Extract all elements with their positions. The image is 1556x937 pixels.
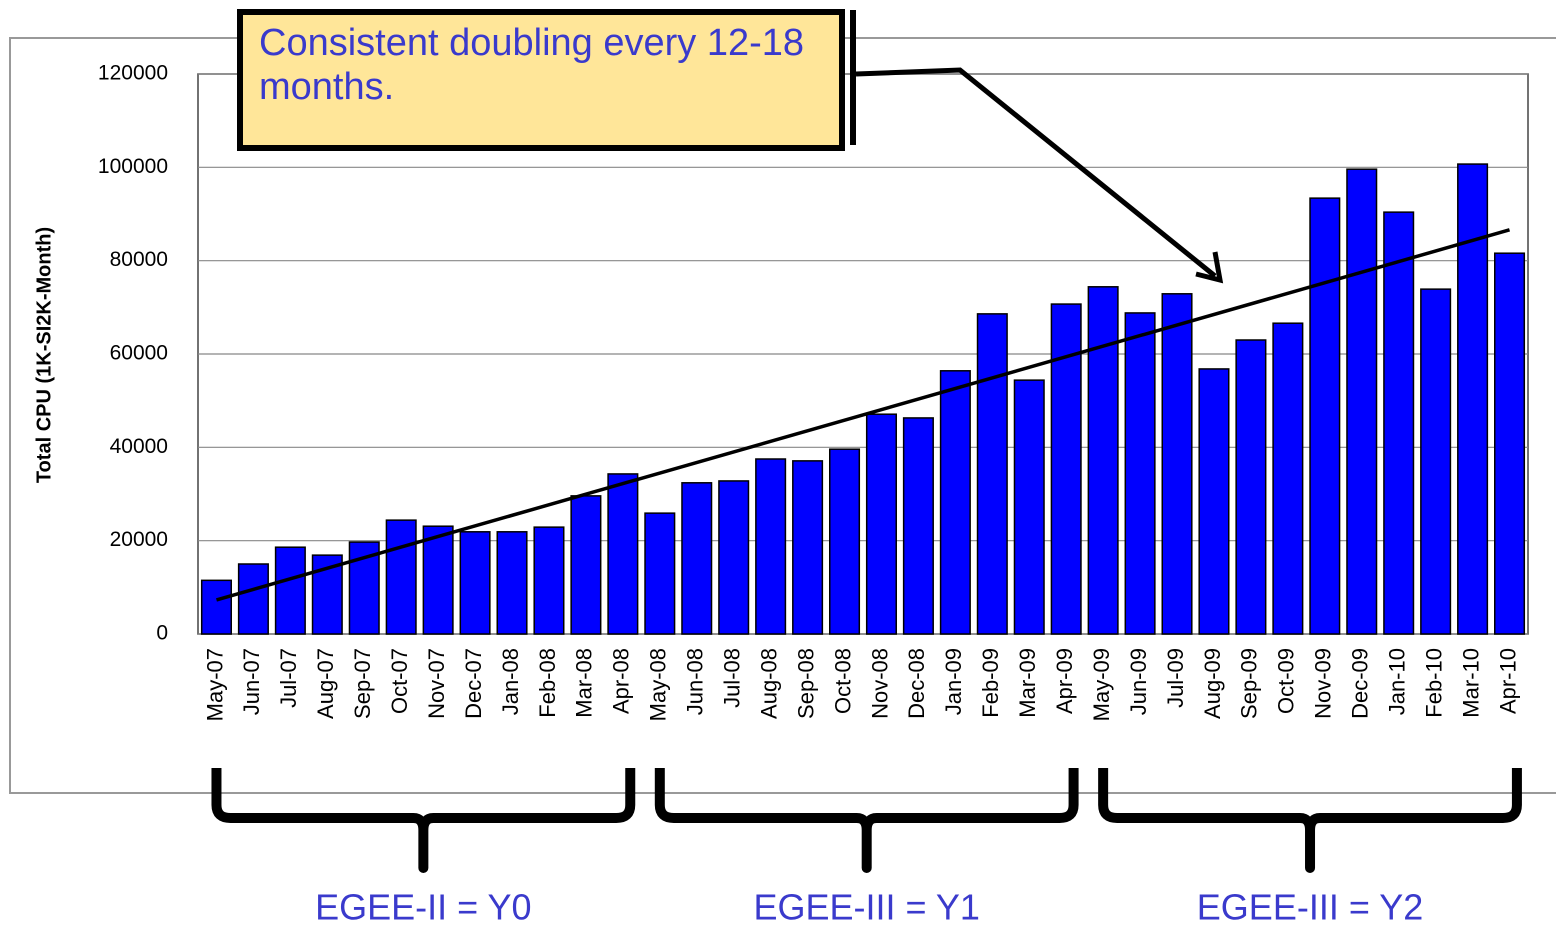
callout: Consistent doubling every 12-18 months. [259,22,805,108]
bar [939,370,971,635]
x-tick-label: May-08 [646,648,671,721]
bar [718,480,750,635]
period-label: EGEE-II = Y0 [315,887,531,928]
x-tick-label: Nov-07 [424,648,449,719]
x-tick-label: May-09 [1089,648,1114,721]
bar [422,525,454,635]
x-tick-label: Sep-09 [1237,648,1262,719]
bar [385,519,417,635]
x-tick-label: May-07 [202,648,227,721]
bracket [211,768,636,873]
bar [1420,288,1452,635]
bar [496,531,528,635]
bar [865,413,898,635]
x-tick-label: Jun-08 [683,648,708,715]
x-tick-label: Mar-09 [1015,648,1040,718]
x-tick-label: Dec-09 [1348,648,1373,719]
period-label: EGEE-III = Y1 [753,887,979,928]
x-tick-label: Sep-08 [793,648,818,719]
x-tick-label: Aug-09 [1200,648,1225,719]
bar [1235,339,1267,635]
bar [1494,252,1526,635]
bar [1457,163,1489,635]
x-tick-label: Apr-10 [1495,648,1520,714]
y-tick-label: 80000 [110,248,168,271]
bracket [654,768,1079,873]
y-tick-label: 40000 [110,435,168,458]
bar [200,579,232,635]
x-tick-label: Aug-08 [756,648,781,719]
x-tick-label: Apr-09 [1052,648,1077,714]
bar [607,473,639,635]
x-tick-label: Oct-08 [830,648,855,714]
y-tick-label: 0 [156,622,168,645]
x-tick-label: Feb-08 [535,648,560,718]
x-tick-label: Sep-07 [350,648,375,719]
x-tick-label: Oct-09 [1274,648,1299,714]
x-tick-label: Jun-07 [239,648,264,715]
bar [237,563,269,635]
x-tick-label: Oct-07 [387,648,412,714]
x-tick-label: Dec-08 [904,648,929,719]
bracket [1098,768,1522,873]
x-tick-label: Jul-08 [720,648,745,708]
y-tick-label: 120000 [98,62,168,85]
trendline [215,228,1511,602]
bar [1013,379,1045,635]
x-tick-label: Dec-07 [461,648,486,719]
x-tick-label: Jan-09 [941,648,966,715]
callout-text: Consistent doubling every 12-18 months. [259,22,805,108]
bar [1161,293,1193,635]
bar [459,531,491,635]
bar [1087,286,1119,635]
bar [902,417,934,635]
x-tick-label: Jun-09 [1126,648,1151,715]
x-tick-label: Nov-09 [1311,648,1336,719]
y-axis-label: Total CPU (1K-SI2K-Month) [33,227,55,483]
bar [274,546,306,635]
bar [1309,197,1341,635]
bar [1346,168,1378,635]
x-tick-label: Jan-10 [1385,648,1410,715]
bar [681,482,713,635]
x-tick-label: Jul-07 [276,648,301,708]
callout-box [237,9,845,151]
bar [1383,211,1415,635]
period-label: EGEE-III = Y2 [1197,887,1423,928]
plot: 0 20000 40000 60000 80000 100000 120000 May-07 J… [98,62,1529,721]
x-tick-label: Nov-08 [867,648,892,719]
arrow-head [1195,251,1224,284]
x-tick-label: Jul-09 [1163,648,1188,708]
callout-arrow [855,67,1217,278]
x-tick-label: Feb-10 [1421,648,1446,718]
bar [792,460,824,635]
bar [976,313,1008,635]
bar [1272,322,1304,635]
bar [1198,368,1230,635]
x-tick-label: Aug-07 [313,648,338,719]
y-tick-label: 20000 [110,528,168,551]
bar [570,495,602,635]
x-tick-label: Jan-08 [498,648,523,715]
y-tick-label: 100000 [98,155,168,178]
y-tick-label: 60000 [110,342,168,365]
bar [533,526,565,635]
bar [644,512,676,635]
bar [755,458,787,635]
bar [829,448,861,635]
x-tick-label: Apr-08 [609,648,634,714]
x-tick-label: Mar-08 [572,648,597,718]
x-tick-label: Mar-10 [1458,648,1483,718]
bar [1124,312,1156,635]
x-tick-label: Feb-09 [978,648,1003,718]
